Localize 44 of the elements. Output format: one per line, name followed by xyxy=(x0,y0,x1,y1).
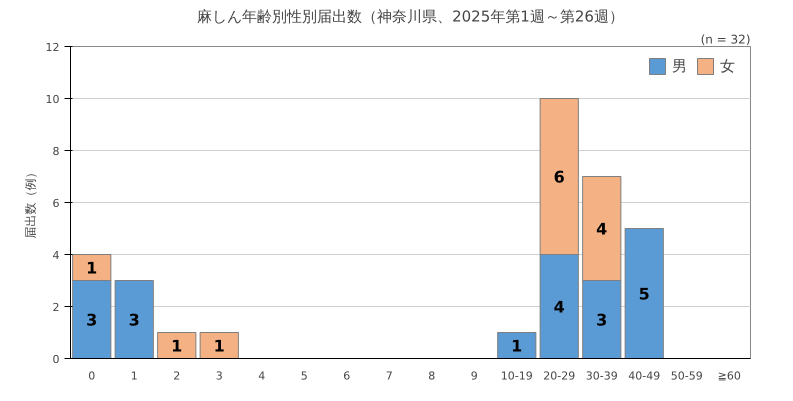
data-label: 3 xyxy=(596,310,608,330)
x-tick-label: 30-39 xyxy=(586,370,618,382)
x-tick-label: 20-29 xyxy=(543,370,576,382)
legend-label: 女 xyxy=(720,56,736,76)
x-tick-label: 4 xyxy=(258,370,266,382)
x-tick-label: 50-59 xyxy=(670,370,703,382)
x-tick-label: 9 xyxy=(470,370,478,382)
y-tick-label: 6 xyxy=(52,197,60,210)
data-label: 3 xyxy=(128,310,140,330)
x-tick-label: 6 xyxy=(343,370,350,382)
y-tick-label: 12 xyxy=(46,41,60,54)
x-tick-label: 3 xyxy=(216,370,223,382)
bar xyxy=(497,332,536,358)
y-tick-label: 0 xyxy=(52,353,60,366)
data-label: 4 xyxy=(554,298,565,316)
data-label: 1 xyxy=(511,336,522,356)
data-label: 1 xyxy=(214,336,225,356)
x-tick-label: 0 xyxy=(88,370,96,382)
data-label: 3 xyxy=(86,310,98,330)
y-tick-label: 10 xyxy=(46,93,60,106)
y-tick-label: 2 xyxy=(52,301,60,314)
bar xyxy=(200,332,239,358)
annotation: (n = 32) xyxy=(700,32,750,46)
y-tick-label: 4 xyxy=(52,249,60,262)
bar xyxy=(114,280,154,358)
x-tick-label: 40-49 xyxy=(628,370,660,382)
x-tick-label: 1 xyxy=(130,370,138,382)
data-label: 5 xyxy=(638,284,650,304)
x-tick-label: 2 xyxy=(173,370,180,382)
bar xyxy=(157,332,196,358)
x-tick-label: 5 xyxy=(300,370,308,382)
x-tick-label: ≧60 xyxy=(718,370,741,382)
y-axis-title: 届出数（例） xyxy=(24,166,38,238)
legend-label: 男 xyxy=(672,56,688,76)
data-label: 1 xyxy=(171,336,182,356)
x-tick-label: 10-19 xyxy=(500,370,533,382)
y-tick-label: 8 xyxy=(52,145,60,158)
x-tick-label: 8 xyxy=(428,370,436,382)
bar xyxy=(624,228,664,358)
data-label: 1 xyxy=(86,258,98,278)
chart-title: 麻しん年齢別性別届出数（神奈川県、2025年第1週～第26週） xyxy=(197,8,624,26)
data-label: 6 xyxy=(554,168,565,186)
data-label: 4 xyxy=(596,220,608,238)
x-tick-label: 7 xyxy=(386,370,393,382)
